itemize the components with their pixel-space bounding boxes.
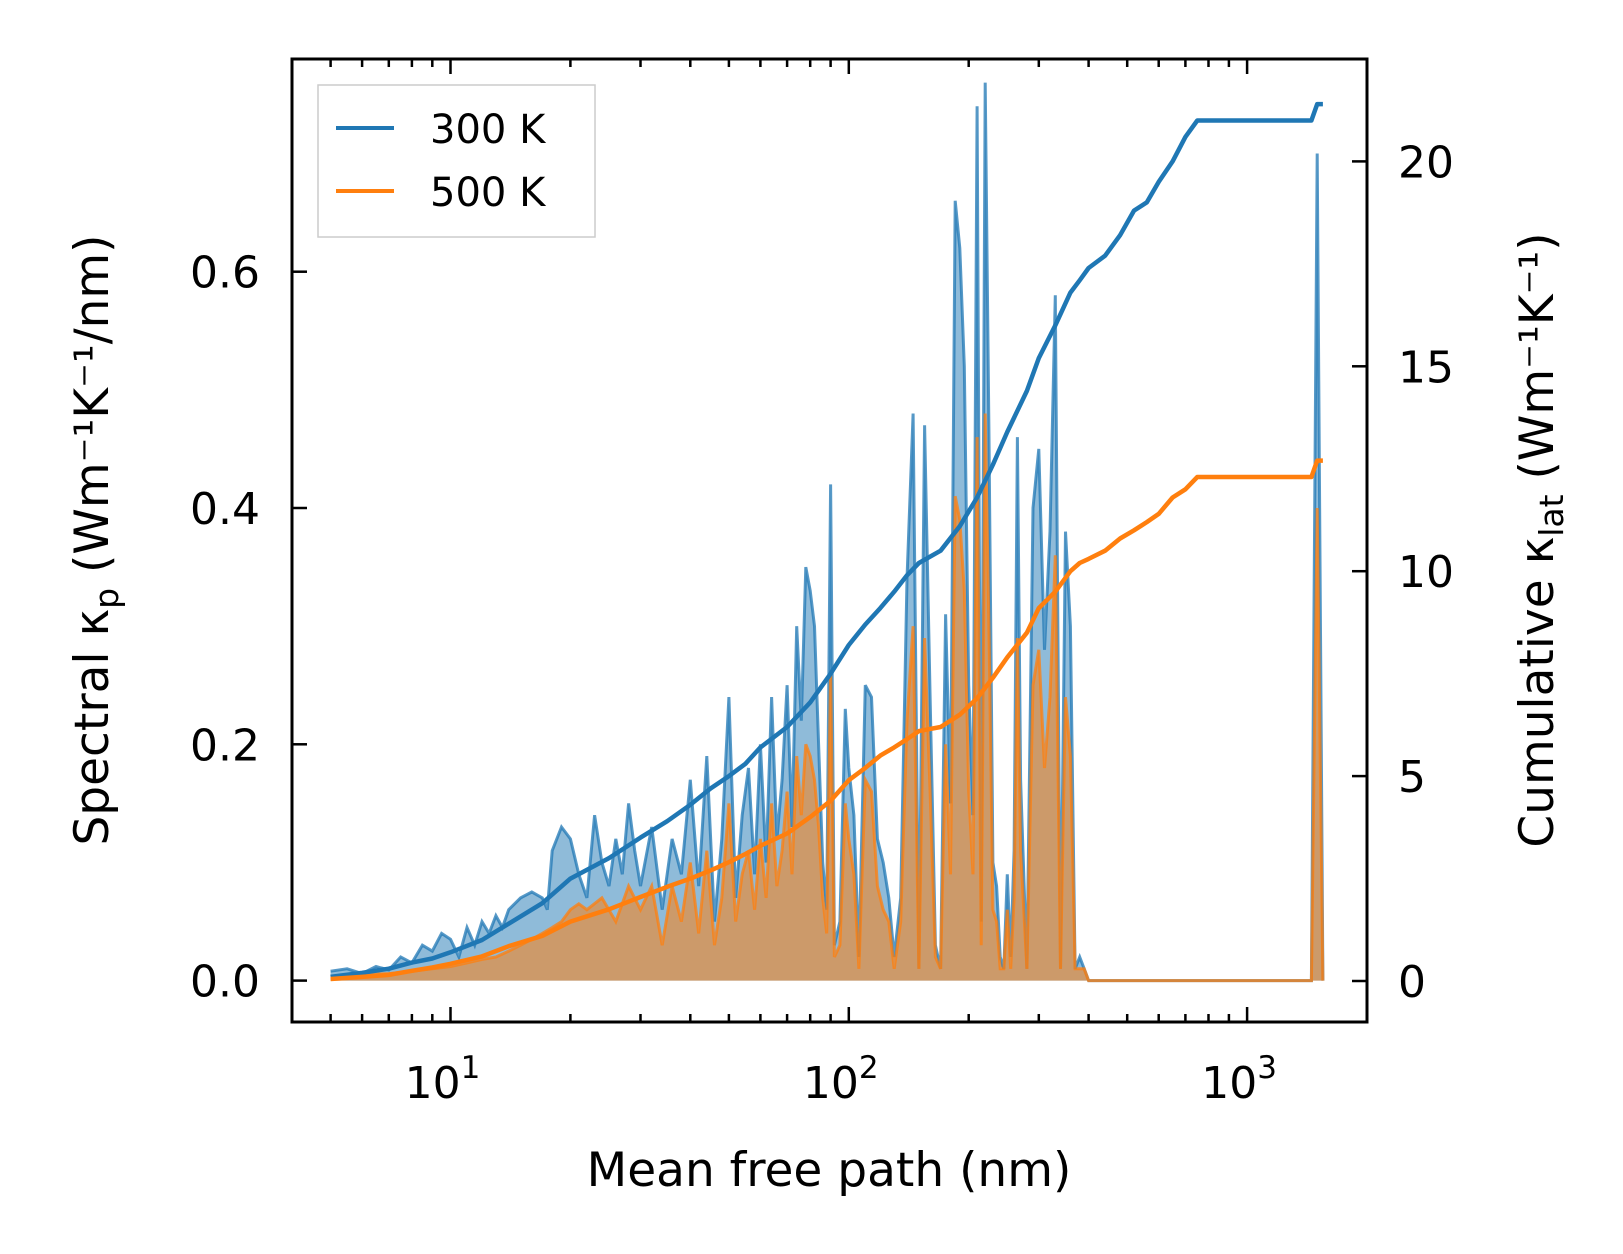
left-y-tick-label: 0.2 — [190, 720, 260, 771]
left-y-tick-label: 0.6 — [190, 248, 260, 299]
spectral-fills — [330, 82, 1325, 983]
legend-box — [317, 84, 596, 238]
right-y-label-units-text: (Wm⁻¹K⁻¹) — [1510, 232, 1565, 479]
x-tick-label: 101 — [405, 1050, 481, 1109]
right-y-label-units: (Wm⁻¹K⁻¹) — [1510, 232, 1565, 494]
legend: 300 K 500 K — [317, 84, 596, 238]
right-y-tick-label: 0 — [1398, 957, 1426, 1008]
right-y-tick-label: 10 — [1398, 547, 1454, 598]
left-y-tick-label: 0.0 — [190, 957, 260, 1008]
x-tick-label: 102 — [803, 1050, 879, 1109]
left-y-tick-label: 0.4 — [190, 484, 260, 535]
cumulative-line-300k — [330, 101, 1323, 980]
right-y-tick-label: 15 — [1398, 342, 1454, 393]
left-y-label-units-text: (Wm⁻¹K⁻¹/nm) — [65, 234, 120, 572]
plot-frame — [290, 57, 1369, 1024]
right-y-tick-label: 5 — [1398, 752, 1426, 803]
x-tick-label: 103 — [1201, 1050, 1277, 1109]
left-y-label-main: Spectral κ — [65, 609, 120, 846]
right-y-label-main: Cumulative κ — [1510, 537, 1565, 848]
left-y-label-sub: p — [87, 588, 126, 609]
cumulative-lines — [330, 101, 1323, 982]
legend-label-500k: 500 K — [430, 170, 547, 216]
tick-labels: 101 102 103 0.0 0.2 0.4 0.6 0 5 10 15 20 — [190, 137, 1454, 1109]
right-y-label-sub: lat — [1532, 494, 1571, 536]
left-y-axis-label: Spectral κp (Wm⁻¹K⁻¹/nm) — [65, 234, 126, 845]
x-axis-label: Mean free path (nm) — [587, 1143, 1072, 1198]
legend-label-300k: 300 K — [430, 107, 547, 153]
spectral-outline-500k — [330, 413, 1325, 983]
cumulative-line-500k — [330, 458, 1323, 982]
left-y-label-units: (Wm⁻¹K⁻¹/nm) — [65, 234, 120, 587]
right-y-tick-label: 20 — [1398, 137, 1454, 188]
right-y-axis-label: Cumulative κlat (Wm⁻¹K⁻¹) — [1510, 232, 1571, 847]
